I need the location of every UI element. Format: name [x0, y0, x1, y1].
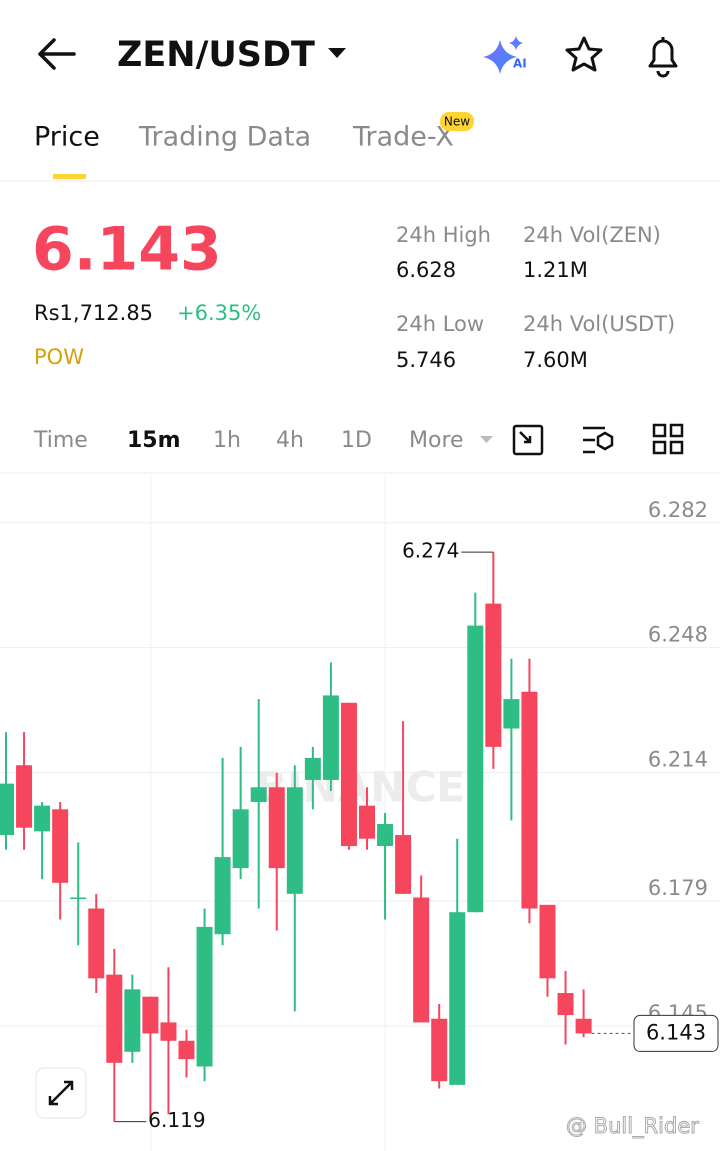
candle-body — [575, 1018, 592, 1034]
candle-body — [88, 908, 105, 979]
candle-body — [467, 625, 484, 913]
last-price-box — [633, 1014, 719, 1052]
last-price-label: 6.143 — [646, 1020, 706, 1044]
more-caret — [480, 436, 493, 443]
candle-body — [521, 691, 538, 909]
candle-body — [377, 824, 394, 847]
candle-body — [413, 897, 430, 1023]
tab-trading-data[interactable]: Trading Data — [138, 122, 311, 153]
y-tick-label: 6.214 — [648, 748, 708, 772]
favorite-button[interactable] — [565, 36, 603, 72]
candle-body — [449, 912, 466, 1085]
pair-title[interactable]: ZEN/USDT — [117, 35, 315, 75]
back-button[interactable] — [38, 38, 76, 70]
stat-label: 24h Vol(ZEN) — [523, 223, 661, 247]
indicator-button[interactable] — [583, 426, 614, 454]
interval-active[interactable]: 15m — [127, 428, 181, 453]
stat-value: 7.60M — [523, 348, 588, 372]
pair-caret[interactable] — [328, 48, 346, 58]
stat-label: 24h High — [396, 223, 491, 247]
candle-body — [160, 1022, 177, 1041]
candle-body — [395, 835, 412, 894]
watermark: BINANCE — [255, 763, 465, 812]
stat-value: 1.21M — [523, 258, 588, 282]
new-badge-bg — [440, 112, 474, 131]
stat-value: 6.628 — [396, 258, 456, 282]
alert-button[interactable] — [648, 37, 678, 78]
interval[interactable]: 1h — [213, 428, 241, 453]
candle-body — [503, 699, 520, 729]
candle-body — [52, 809, 69, 883]
y-tick-label: 6.179 — [648, 876, 708, 900]
candle-body — [178, 1040, 195, 1060]
candle-body — [557, 993, 574, 1016]
tab-indicator — [53, 174, 86, 179]
stat-label: 24h Low — [396, 312, 484, 336]
candle-body — [34, 805, 51, 832]
candle-body — [106, 974, 123, 1063]
watermark: @ Bull_Rider — [566, 1114, 699, 1139]
fiat-price: Rs1,712.85 — [34, 301, 153, 325]
candle-body — [250, 787, 267, 802]
layout-button[interactable] — [652, 423, 684, 455]
tab-price[interactable]: Price — [34, 122, 100, 153]
interval[interactable]: 4h — [276, 428, 304, 453]
candle-body — [431, 1018, 448, 1082]
candle-body — [214, 857, 231, 935]
y-tick-label: 6.248 — [648, 623, 708, 647]
tab-trade-x[interactable]: Trade-X — [352, 122, 454, 153]
chart: BINANCE 6.2826.2486.2146.1796.1456.2746.… — [0, 475, 720, 1151]
ai-button[interactable]: AI — [483, 36, 527, 74]
depth-button[interactable] — [512, 424, 544, 456]
stat-value: 5.746 — [396, 348, 456, 372]
candle-body — [0, 783, 14, 836]
candle-body — [142, 996, 159, 1034]
candle-body — [359, 805, 375, 839]
interval-more[interactable]: More — [409, 428, 464, 453]
candle-body — [304, 757, 321, 780]
high-label: 6.274 — [402, 539, 459, 563]
candle-body — [268, 787, 285, 869]
candle-body — [322, 695, 339, 780]
ai-label: AI — [513, 57, 527, 71]
tag: POW — [34, 345, 84, 369]
y-tick-label: 6.282 — [648, 498, 708, 522]
candle-body — [124, 989, 141, 1052]
candle-body — [539, 904, 556, 979]
price-change: +6.35% — [177, 301, 261, 325]
candle-body — [232, 809, 249, 869]
new-badge: New — [444, 115, 470, 129]
candle-body — [286, 787, 303, 894]
interval[interactable]: 1D — [341, 428, 372, 453]
candle-body — [196, 926, 213, 1067]
fullscreen-button[interactable] — [35, 1067, 87, 1119]
candle-body — [70, 897, 87, 899]
last-price: 6.143 — [32, 215, 222, 285]
low-label: 6.119 — [148, 1108, 205, 1132]
stat-label: 24h Vol(USDT) — [523, 312, 675, 336]
candle-body — [16, 765, 33, 828]
candle-body — [340, 702, 357, 847]
interval[interactable]: Time — [33, 428, 88, 453]
candle-body — [485, 603, 502, 747]
